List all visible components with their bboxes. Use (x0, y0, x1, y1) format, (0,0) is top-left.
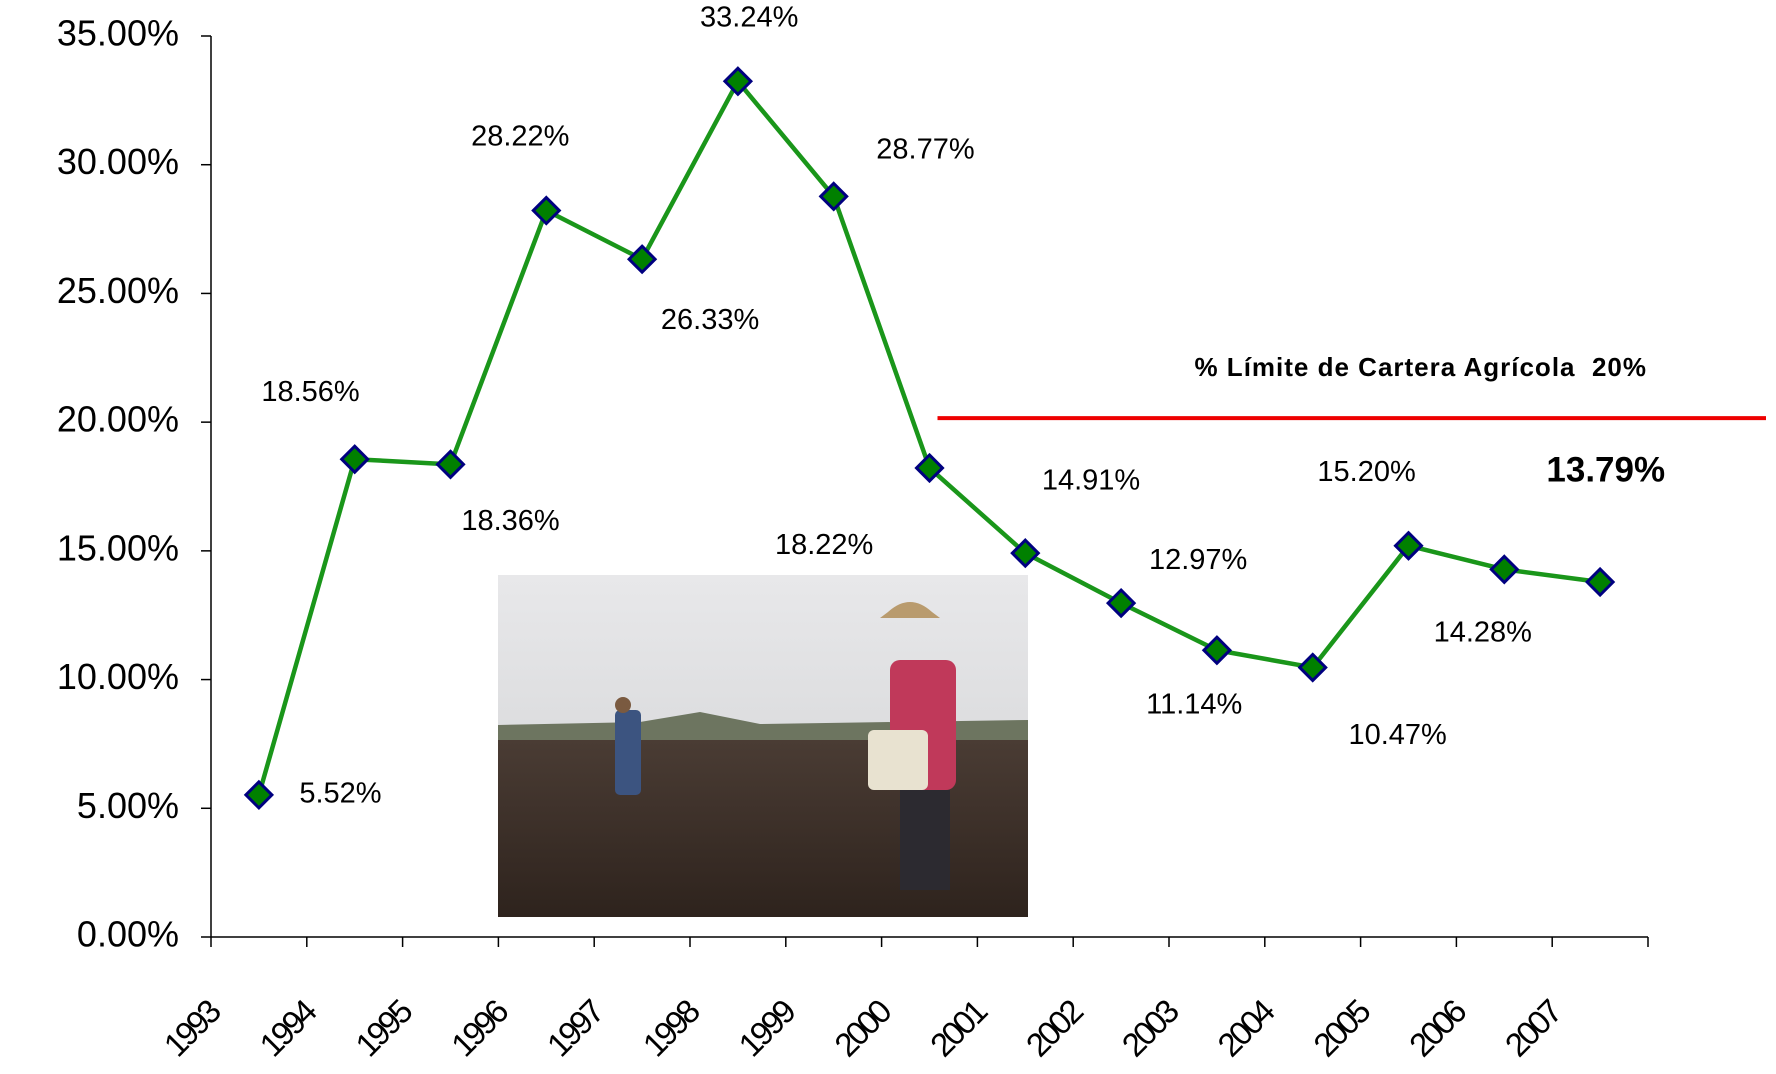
chart: 0.00% 5.00% 10.00% 15.00% 20.00% 25.00% 30.00%… (0, 0, 1776, 1074)
point-marker (1587, 569, 1613, 595)
data-label: 33.24% (700, 2, 798, 34)
data-label: 11.14% (1146, 688, 1242, 720)
x-tick-label: 2004 (1210, 992, 1281, 1063)
x-tick-label: 1998 (636, 993, 707, 1064)
x-tick-label: 2000 (827, 992, 898, 1063)
y-tick-label: 25.00% (57, 270, 179, 311)
point-marker (438, 451, 464, 477)
data-label: 26.33% (661, 304, 759, 336)
x-tick-label: 1994 (252, 992, 323, 1063)
y-tick-label: 15.00% (57, 527, 179, 568)
point-marker (1108, 590, 1134, 616)
y-tick-label: 20.00% (57, 399, 179, 440)
limit-label: % Límite de Cartera Agrícola 20% (1194, 352, 1647, 382)
point-marker (629, 246, 655, 272)
x-tick-label: 2007 (1498, 993, 1569, 1064)
x-tick-label: 2003 (1115, 993, 1186, 1064)
point-marker (342, 446, 368, 472)
data-label: 5.52% (299, 778, 381, 810)
data-label: 12.97% (1149, 544, 1247, 576)
data-label: 18.36% (461, 505, 559, 537)
x-tick-label: 1999 (731, 993, 802, 1064)
data-label: 14.91% (1042, 464, 1140, 496)
x-tick-label: 1997 (540, 993, 611, 1064)
data-label: 28.77% (876, 134, 974, 166)
y-tick-label: 30.00% (57, 141, 179, 182)
data-label: 13.79% (1546, 450, 1665, 489)
point-marker (246, 782, 272, 808)
point-marker (1491, 556, 1517, 582)
y-tick-label: 5.00% (77, 785, 179, 826)
data-label: 15.20% (1317, 456, 1415, 488)
x-tick-label: 2006 (1402, 993, 1473, 1064)
x-tick-label: 1993 (157, 993, 228, 1064)
data-label: 28.22% (471, 121, 569, 153)
point-marker (1204, 637, 1230, 663)
x-tick-label: 2002 (1019, 993, 1090, 1064)
photo (498, 575, 1028, 917)
x-tick-label: 2001 (923, 993, 994, 1064)
x-tick-label: 1996 (444, 993, 515, 1064)
y-tick-label: 0.00% (77, 914, 179, 955)
x-tick-label: 2005 (1306, 993, 1377, 1064)
y-tick-label: 10.00% (57, 656, 179, 697)
y-tick-label: 35.00% (57, 13, 179, 54)
data-label: 18.22% (775, 529, 873, 561)
data-label: 10.47% (1348, 719, 1446, 751)
x-tick-label: 1995 (348, 993, 419, 1064)
data-label: 14.28% (1434, 617, 1532, 649)
point-marker (533, 198, 559, 224)
data-label: 18.56% (261, 376, 359, 408)
